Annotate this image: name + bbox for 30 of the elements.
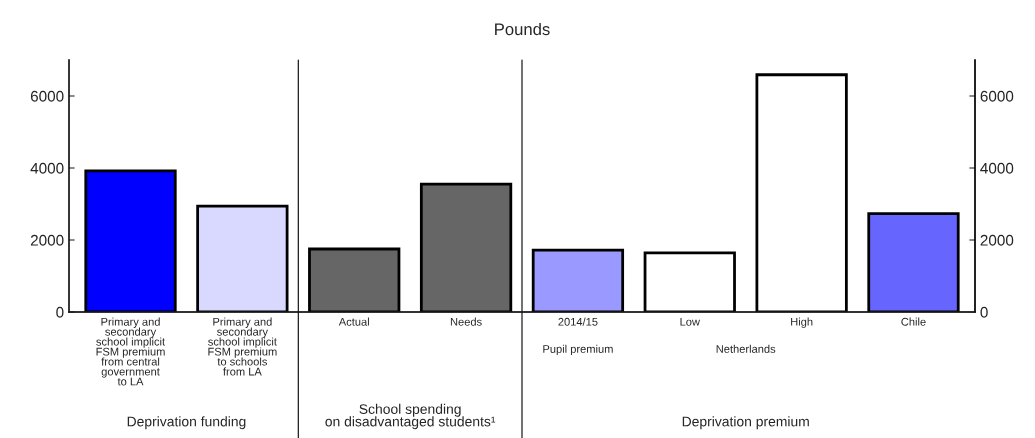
y2-tick-label: 2000	[980, 234, 1014, 246]
x-tick-label: High	[791, 317, 813, 328]
text: Pupil premium	[543, 344, 613, 356]
bar	[755, 73, 848, 312]
text: Deprivation premium	[682, 416, 809, 430]
bar	[643, 251, 736, 312]
y2-tick-label: 4000	[980, 162, 1014, 174]
bar	[419, 182, 513, 312]
text: School spending on disadvantaged students¹	[325, 403, 496, 430]
y-tick-label: 6000	[30, 90, 64, 102]
x-tick-label: 2014/15	[558, 317, 598, 326]
bar	[84, 169, 177, 312]
x-tick-label: Needs	[450, 317, 482, 326]
x-tick-label: Actual	[338, 317, 369, 326]
x-tick-label: Primary and secondary school implicit FSM premium from central government to LA	[96, 317, 166, 386]
text: Deprivation funding	[127, 416, 246, 430]
chart-title: Pounds	[495, 22, 550, 36]
x-tick-label: Primary and secondary school implicit FSM premium to schools from LA	[208, 317, 277, 376]
bar	[531, 248, 625, 312]
bar	[308, 247, 401, 312]
y-tick-label: 0	[56, 306, 64, 318]
text: Netherlands	[716, 344, 776, 353]
y2-tick-label: 0	[980, 306, 988, 318]
bar	[867, 212, 960, 312]
y-tick-label: 2000	[30, 234, 64, 246]
y2-tick-label: 6000	[980, 90, 1014, 102]
x-tick-label: Low	[680, 317, 700, 326]
bar	[196, 204, 289, 312]
x-tick-label: Chile	[901, 317, 926, 326]
y-tick-label: 4000	[30, 162, 64, 174]
